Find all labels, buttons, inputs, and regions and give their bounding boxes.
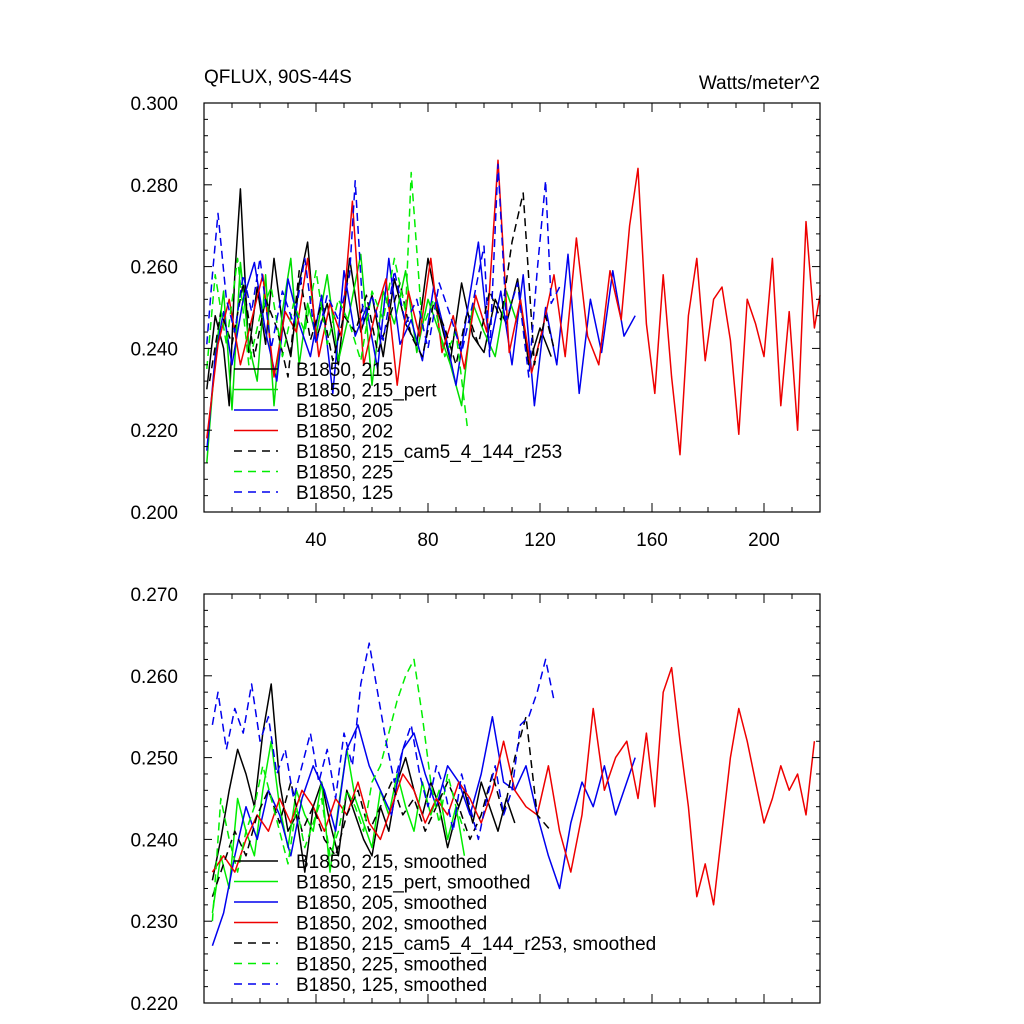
series-line-top-1 [206, 253, 519, 463]
legend-label: B1850, 125, smoothed [296, 975, 487, 996]
y-tick-label: 0.200 [130, 503, 178, 524]
bottom-panel: 0.220 0.230 0.240 0.250 0.260 0.270 B1850, 215… [130, 585, 821, 1015]
y-tick-label: 0.260 [130, 258, 178, 279]
series-line-bottom-3 [211, 666, 816, 906]
x-tick-label: 200 [748, 530, 780, 551]
y-tick-label: 0.250 [130, 749, 178, 770]
legend-label: B1850, 215_pert [296, 381, 437, 402]
top-title-left: QFLUX, 90S-44S [204, 67, 352, 88]
series-line-top-5 [206, 171, 468, 427]
y-tick-label: 0.240 [130, 339, 178, 360]
series-line-bottom-2 [211, 715, 636, 946]
series-line-bottom-6 [211, 642, 555, 841]
series-line-bottom-0 [211, 683, 516, 881]
y-tick-label: 0.280 [130, 176, 178, 197]
legend-label: B1850, 215_cam5_4_144_r253, smoothed [296, 934, 656, 955]
series-line-bottom-5 [211, 658, 466, 922]
y-tick-label: 0.220 [130, 994, 178, 1015]
legend-label: B1850, 205, smoothed [296, 893, 487, 914]
legend-label: B1850, 225 [296, 463, 393, 484]
legend-label: B1850, 215_pert, smoothed [296, 873, 531, 894]
legend-label: B1850, 205 [296, 401, 393, 422]
y-tick-label: 0.270 [130, 585, 178, 606]
series-line-bottom-4 [211, 715, 552, 897]
series-line-top-3 [206, 159, 821, 456]
legend-label: B1850, 125 [296, 483, 393, 504]
y-tick-label: 0.300 [130, 94, 178, 115]
legend-label: B1850, 202, smoothed [296, 914, 487, 935]
x-tick-label: 120 [524, 530, 556, 551]
y-tick-label: 0.240 [130, 830, 178, 851]
y-tick-label: 0.220 [130, 421, 178, 442]
y-tick-label: 0.260 [130, 667, 178, 688]
top-panel: 0.200 0.220 0.240 0.260 0.280 0.300 40 80 120 160… [130, 94, 821, 551]
y-tick-label: 0.230 [130, 912, 178, 933]
legend-label: B1850, 202 [296, 422, 393, 443]
x-tick-label: 40 [305, 530, 326, 551]
series-line-top-6 [206, 163, 561, 378]
series-line-top-4 [208, 192, 555, 382]
legend-label: B1850, 215, smoothed [296, 852, 487, 873]
legend-label: B1850, 215_cam5_4_144_r253 [296, 442, 562, 463]
x-tick-label: 80 [417, 530, 438, 551]
legend-label: B1850, 225, smoothed [296, 955, 487, 976]
top-title-right: Watts/meter^2 [699, 73, 820, 94]
x-tick-label: 160 [636, 530, 668, 551]
legend-label: B1850, 215 [296, 360, 393, 381]
